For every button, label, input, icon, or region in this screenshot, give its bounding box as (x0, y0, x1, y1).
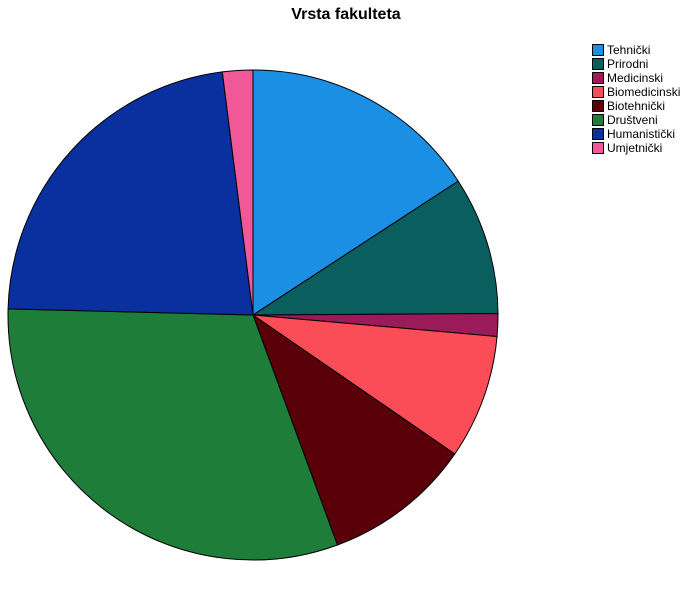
legend-swatch (592, 86, 604, 98)
legend-swatch (592, 44, 604, 56)
legend-item: Biomedicinski (592, 85, 680, 99)
pie-slice-umjetnički (221, 69, 254, 316)
legend-label: Medicinski (607, 71, 664, 85)
legend-label: Umjetnički (607, 141, 663, 155)
legend-swatch (592, 114, 604, 126)
legend-item: Biotehnički (592, 99, 680, 113)
legend: Tehnički Prirodni Medicinski Biomedicinski B… (592, 43, 680, 155)
legend-swatch (592, 58, 604, 70)
pie-slice-tehnički (252, 69, 459, 316)
legend-swatch (592, 72, 604, 84)
legend-item: Medicinski (592, 71, 680, 85)
pie-slice-biomedicinski (251, 314, 498, 455)
legend-item: Tehnički (592, 43, 680, 57)
legend-swatch (592, 142, 604, 154)
legend-swatch (592, 100, 604, 112)
pie-slice-humanistički (7, 71, 254, 316)
legend-label: Tehnički (607, 43, 651, 57)
legend-item: Humanistički (592, 127, 680, 141)
legend-label: Biotehnički (607, 99, 666, 113)
legend-swatch (592, 128, 604, 140)
pie-slice-biotehnički (251, 313, 456, 546)
legend-label: Prirodni (607, 57, 649, 71)
legend-label: Humanistički (607, 127, 676, 141)
legend-label: Društveni (607, 113, 658, 127)
legend-item: Društveni (592, 113, 680, 127)
legend-item: Umjetnički (592, 141, 680, 155)
legend-label: Biomedicinski (607, 85, 681, 99)
pie-slice-društveni (7, 308, 339, 561)
legend-item: Prirodni (592, 57, 680, 71)
pie-slice-prirodni (251, 180, 499, 316)
chart-title: Vrsta fakulteta (291, 6, 401, 23)
